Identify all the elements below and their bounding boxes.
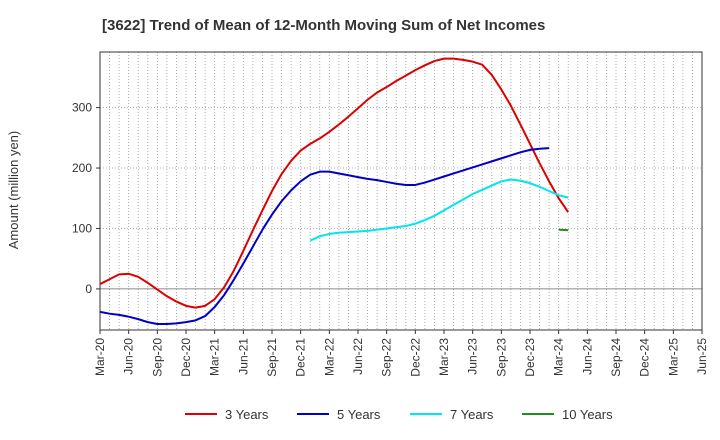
x-tick-label: Jun-22 — [351, 338, 365, 375]
x-tick-label: Jun-23 — [466, 338, 480, 375]
x-tick-label: Mar-21 — [208, 338, 222, 376]
y-tick-label: 200 — [72, 161, 92, 175]
y-tick-label: 0 — [85, 282, 92, 296]
x-axis: Mar-20 Jun-20 Sep-20 Dec-20 Mar-21 Jun-21 Sep-… — [93, 330, 709, 377]
series-line-7-years — [309, 178, 569, 242]
grid — [100, 52, 702, 330]
plot-frame — [99, 51, 703, 331]
series-layer — [99, 57, 570, 325]
x-tick-label: Mar-23 — [437, 338, 451, 376]
chart-title: [3622] Trend of Mean of 12-Month Moving … — [102, 17, 545, 34]
series-line-10-years — [558, 228, 569, 232]
x-tick-label: Dec-20 — [179, 338, 193, 377]
x-tick-label: Jun-25 — [695, 338, 709, 375]
x-tick-label: Sep-21 — [265, 338, 279, 377]
y-tick-label: 300 — [72, 101, 92, 115]
plot-border — [99, 51, 703, 331]
x-tick-label: Sep-24 — [609, 338, 623, 377]
x-tick-label: Mar-24 — [552, 338, 566, 376]
series-line-5-years — [99, 147, 550, 325]
y-tick-label: 100 — [72, 221, 92, 235]
legend-label-5-years: 5 Years — [337, 407, 381, 422]
x-tick-label: Sep-22 — [380, 338, 394, 377]
x-tick-label: Dec-24 — [638, 338, 652, 377]
x-tick-label: Sep-23 — [494, 338, 508, 377]
y-axis: 0 100 200 300 — [72, 101, 100, 296]
x-tick-label: Mar-20 — [93, 338, 107, 376]
y-axis-label: Amount (million yen) — [6, 131, 21, 250]
x-tick-label: Mar-22 — [322, 338, 336, 376]
x-tick-label: Jun-20 — [122, 338, 136, 375]
series-line-3-years — [99, 57, 570, 309]
x-tick-label: Dec-23 — [523, 338, 537, 377]
legend-label-10-years: 10 Years — [562, 407, 613, 422]
x-tick-label: Jun-21 — [236, 338, 250, 375]
x-tick-label: Dec-21 — [294, 338, 308, 377]
legend: 3 Years 5 Years 7 Years 10 Years — [185, 407, 613, 422]
x-tick-label: Sep-20 — [150, 338, 164, 377]
x-tick-label: Jun-24 — [580, 338, 594, 375]
legend-label-3-years: 3 Years — [225, 407, 269, 422]
x-tick-label: Dec-22 — [408, 338, 422, 377]
x-tick-label: Mar-25 — [666, 338, 680, 376]
legend-label-7-years: 7 Years — [450, 407, 494, 422]
